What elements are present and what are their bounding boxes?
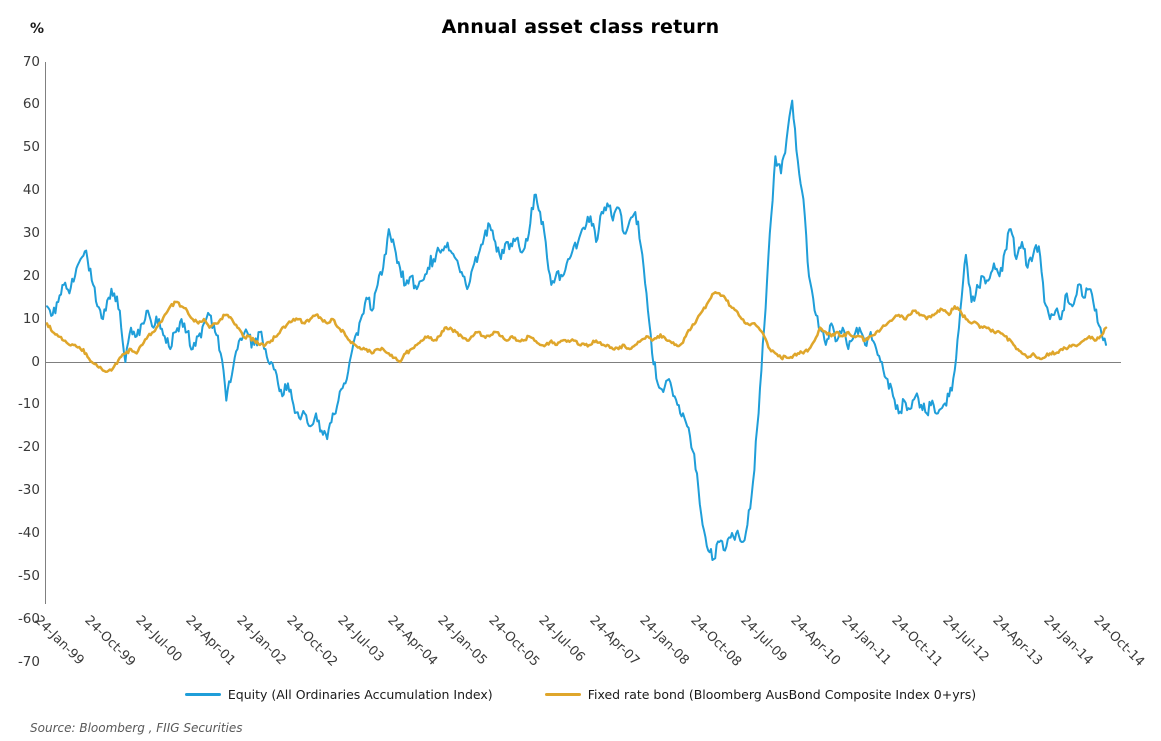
chart-legend: Equity (All Ordinaries Accumulation Inde… — [0, 687, 1161, 702]
chart-title: Annual asset class return — [441, 16, 720, 38]
equity-line-swatch-icon — [184, 693, 221, 696]
y-axis-tick-label: -20 — [17, 439, 40, 456]
y-axis-tick-label: 20 — [22, 267, 40, 284]
source-note: Source: Bloomberg , FIIG Securities — [30, 721, 243, 735]
y-axis-tick-label: -40 — [17, 524, 40, 541]
equity-series-line — [46, 99, 1107, 561]
y-axis-tick-label: 30 — [22, 224, 40, 241]
y-axis-tick-label: 40 — [22, 182, 40, 199]
bond-series-line — [45, 291, 1108, 374]
y-axis-tick-label: -30 — [17, 482, 40, 499]
legend-item-equity: Equity (All Ordinaries Accumulation Inde… — [184, 687, 493, 702]
y-axis-tick-label: 10 — [22, 310, 40, 327]
legend-item-fixed-rate-bond: Fixed rate bond (Bloomberg AusBond Compo… — [544, 687, 977, 702]
y-axis-tick-label: -50 — [17, 567, 40, 584]
legend-label-equity: Equity (All Ordinaries Accumulation Inde… — [227, 687, 493, 702]
legend-label-fixed-rate-bond: Fixed rate bond (Bloomberg AusBond Compo… — [587, 687, 977, 702]
y-axis-tick-label: 0 — [31, 353, 40, 370]
y-axis-tick-label: -10 — [17, 396, 40, 413]
y-axis-tick-label: -70 — [17, 653, 40, 670]
bond-line-swatch-icon — [544, 693, 581, 696]
y-axis-unit-label: % — [29, 21, 44, 37]
y-axis-tick-label: 60 — [22, 96, 40, 113]
y-axis-tick-label: 50 — [22, 139, 40, 156]
y-axis-tick-label: 70 — [22, 53, 40, 70]
y-axis-tick-label: -60 — [17, 610, 40, 627]
